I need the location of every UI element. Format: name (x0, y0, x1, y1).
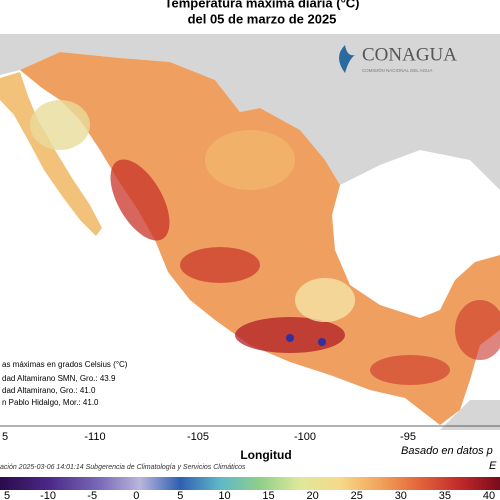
x-tick-label: 5 (2, 431, 8, 443)
colorbar-label: 20 (307, 490, 319, 500)
map-subtitle: del 05 de marzo de 2025 (188, 11, 337, 26)
x-tick-label: -100 (294, 431, 316, 443)
colorbar-label: 5 (4, 490, 10, 500)
x-tick-label: -95 (400, 431, 416, 443)
logo-name: CONAGUA (362, 44, 457, 65)
legend-heading: as máximas en grados Celsius (°C) (2, 360, 128, 369)
warm-zone (205, 130, 295, 190)
x-tick-label: -110 (84, 431, 105, 443)
hot-zone (110, 159, 170, 241)
source-note: Basado en datos p (401, 445, 493, 457)
hot-zone (455, 300, 500, 360)
legend-item: dad Altamirano, Gro.: 41.0 (2, 386, 96, 395)
legend-box (0, 356, 138, 410)
legend-item: dad Altamirano SMN, Gro.: 43.9 (2, 374, 116, 383)
colorbar-label: -5 (87, 490, 97, 500)
mexico-mainland (20, 52, 500, 425)
colorbar-label: 10 (218, 490, 230, 500)
hot-zone (370, 355, 450, 385)
colorbar-label: 30 (395, 490, 407, 500)
colorbar (0, 477, 500, 490)
station-marker (286, 334, 294, 342)
hot-zone (180, 247, 260, 283)
guatemala-land (440, 400, 500, 430)
footer-note: ación 2025-03-06 14:01:14 Subgerencia de… (0, 464, 246, 471)
baja-california (0, 72, 102, 236)
colorbar-label: 5 (177, 490, 183, 500)
cool-zone (30, 100, 90, 150)
colorbar-label: 35 (439, 490, 451, 500)
x-axis-label: Longitud (240, 448, 291, 462)
map-title: Temperatura máxima diaria (°C) (165, 0, 360, 10)
source-note: E (489, 460, 497, 472)
logo-subtitle: COMISIÓN NACIONAL DEL AGUA (362, 67, 432, 73)
legend-item: n Pablo Hidalgo, Mor.: 41.0 (2, 398, 99, 407)
usa-land (0, 34, 500, 190)
colorbar-labels: 5 -10 -5 0 5 10 15 20 25 30 35 40 (4, 490, 495, 500)
colorbar-label: -10 (40, 490, 56, 500)
colorbar-label: 0 (133, 490, 139, 500)
logo-icon (339, 45, 355, 73)
cool-zone (295, 278, 355, 322)
x-tick-label: -105 (187, 431, 209, 443)
colorbar-label: 15 (262, 490, 274, 500)
colorbar-label: 40 (483, 490, 495, 500)
colorbar-label: 25 (351, 490, 363, 500)
station-marker (318, 338, 326, 346)
